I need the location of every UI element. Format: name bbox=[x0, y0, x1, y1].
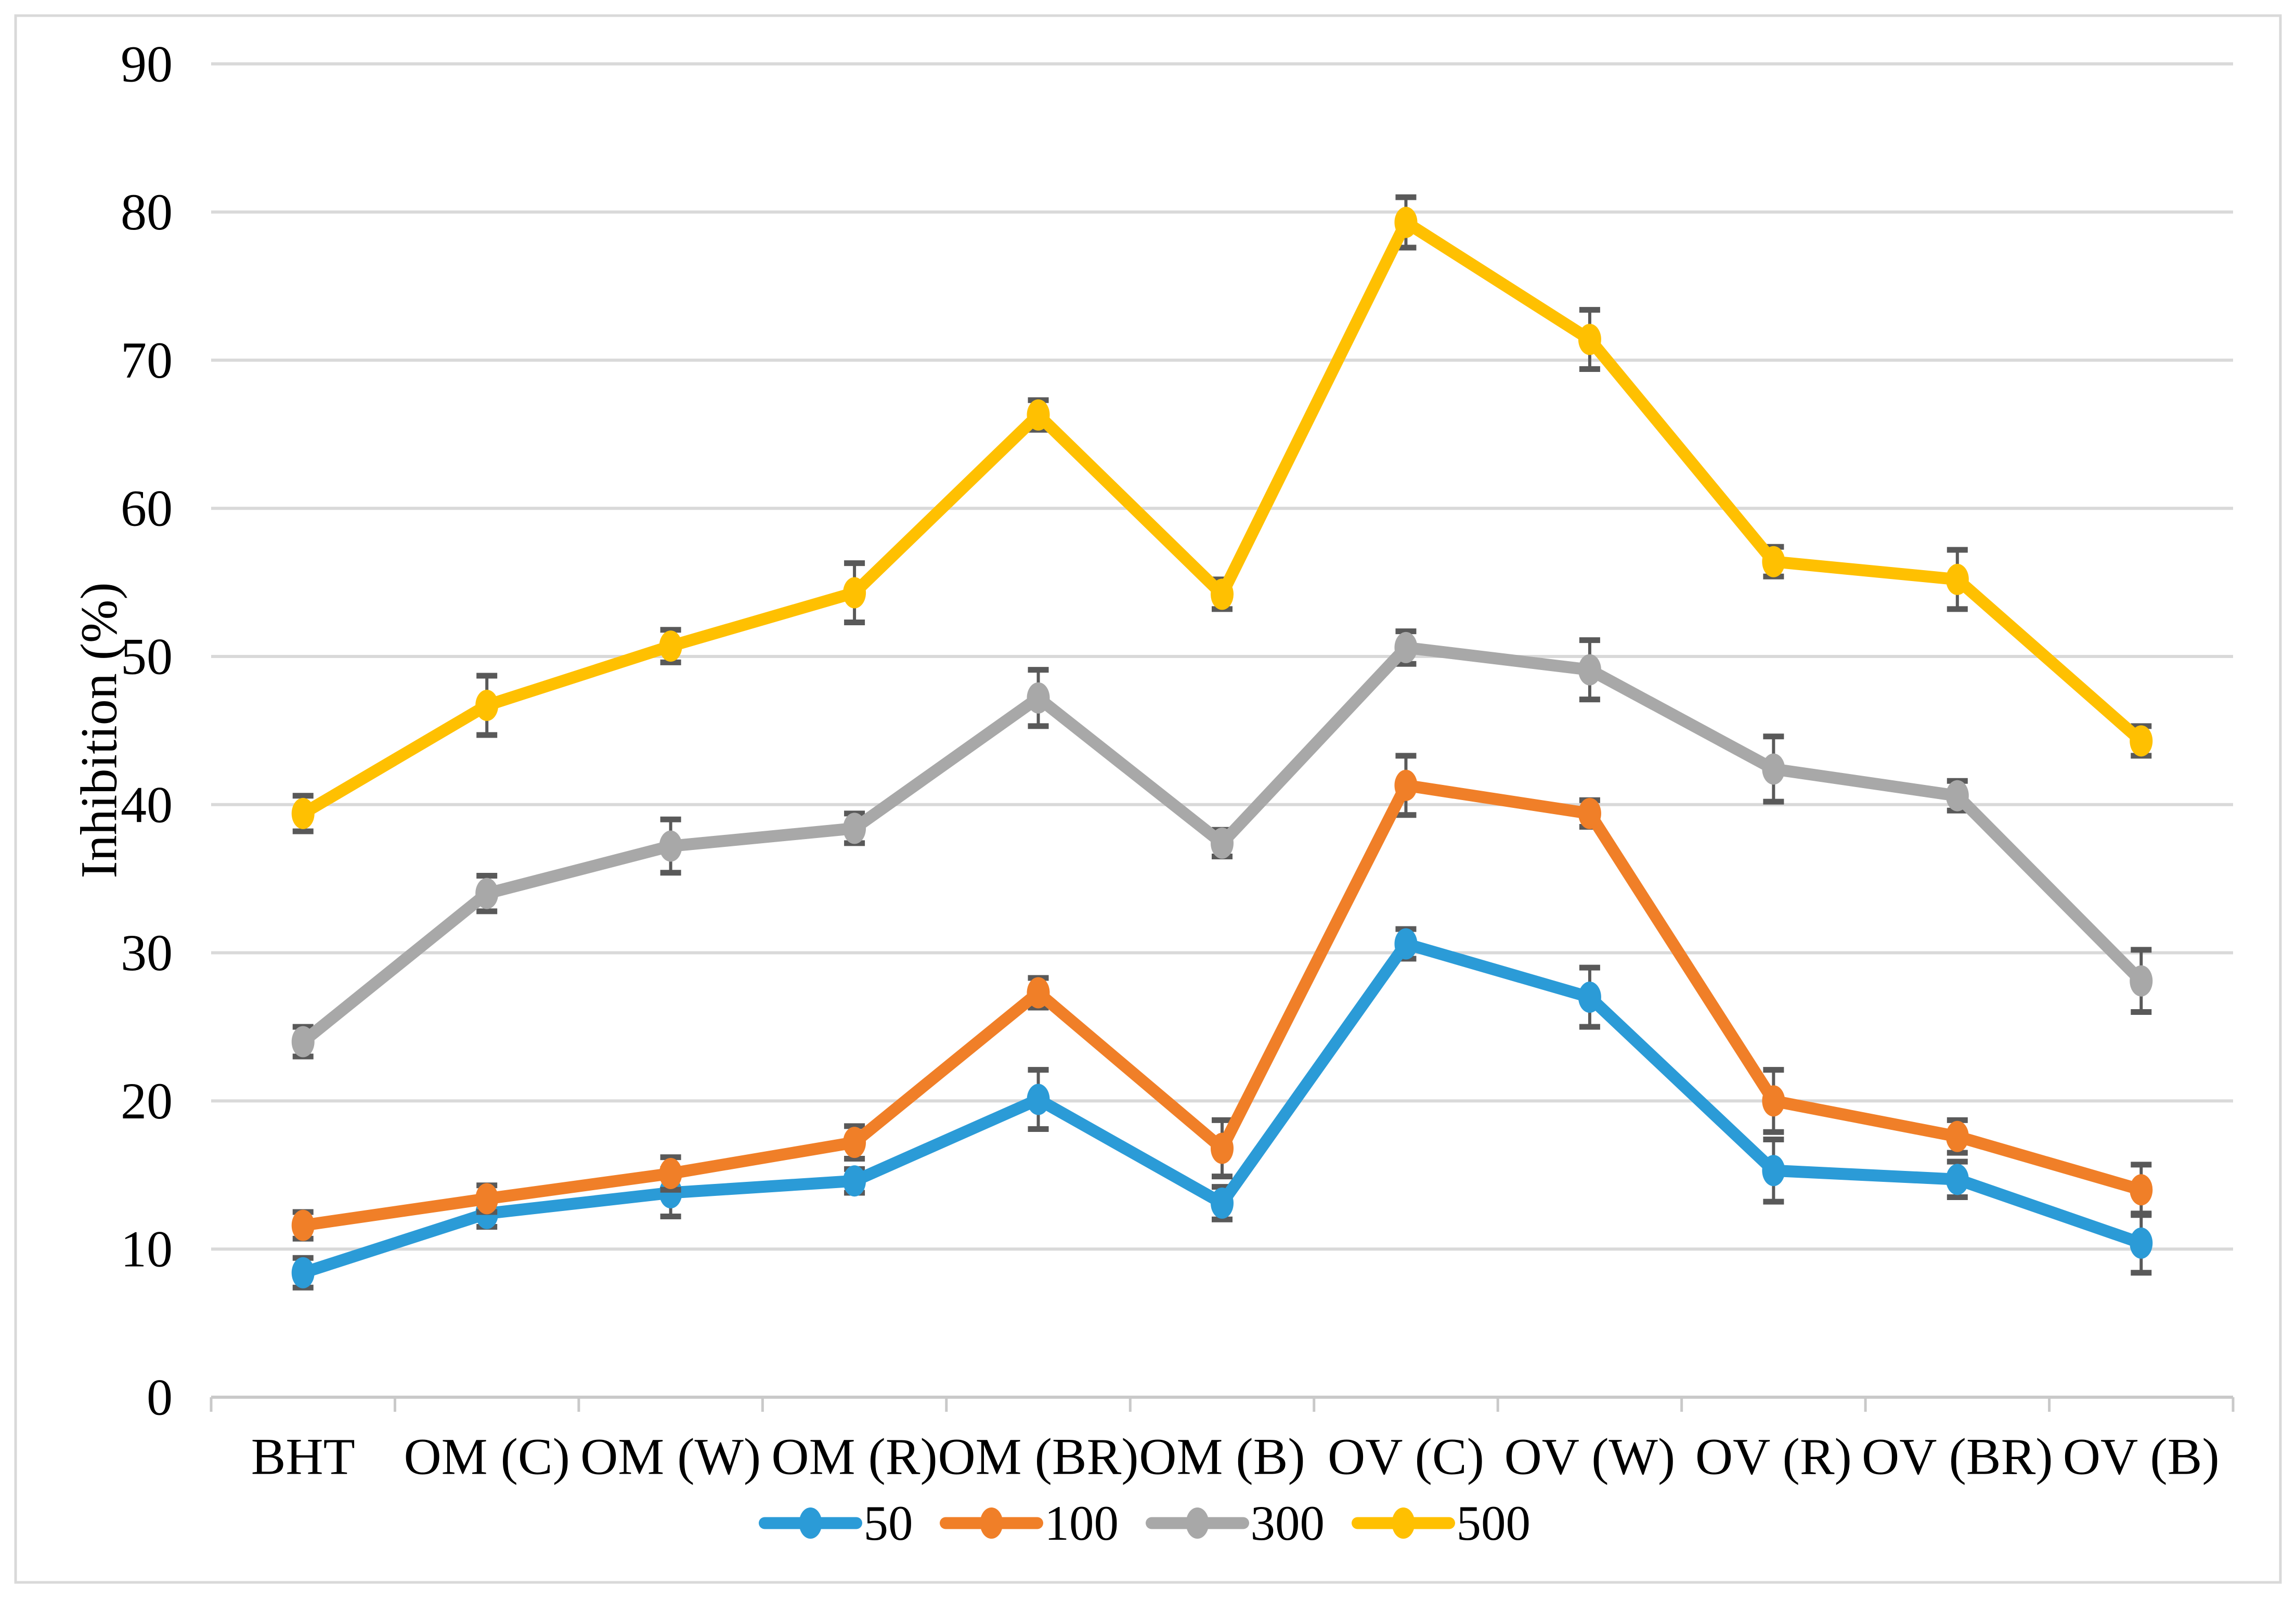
series-100-marker bbox=[659, 1157, 682, 1189]
series-50-marker bbox=[2130, 1227, 2153, 1259]
series-50-marker bbox=[291, 1257, 315, 1288]
series-300-marker bbox=[1394, 632, 1418, 663]
y-tick-label: 30 bbox=[121, 924, 173, 982]
x-axis-label: OM (BR) bbox=[938, 1428, 1138, 1486]
series-300-marker bbox=[843, 813, 866, 844]
series-100 bbox=[291, 753, 2153, 1242]
y-tick-label: 50 bbox=[121, 628, 173, 686]
series-100-marker bbox=[1211, 1132, 1234, 1164]
series-500-marker bbox=[843, 577, 866, 609]
figure-border bbox=[14, 14, 2282, 1584]
gridline-layer bbox=[211, 62, 2233, 1251]
y-tick-label: 60 bbox=[121, 480, 173, 537]
y-tick-label: 20 bbox=[121, 1072, 173, 1130]
legend-item-500: 500 bbox=[1352, 1496, 1531, 1551]
y-tick-label: 10 bbox=[121, 1220, 173, 1278]
series-100-marker bbox=[1762, 1085, 1785, 1117]
x-axis-label: OV (B) bbox=[2063, 1428, 2220, 1486]
series-100-marker bbox=[1394, 769, 1418, 801]
series-300-marker bbox=[1945, 780, 1969, 811]
legend-label: 300 bbox=[1251, 1496, 1325, 1551]
legend-item-100: 100 bbox=[940, 1496, 1119, 1551]
x-axis-label: OV (BR) bbox=[1862, 1428, 2053, 1486]
legend-marker bbox=[799, 1507, 822, 1539]
series-50-marker bbox=[1394, 928, 1418, 960]
x-axis-label: OV (C) bbox=[1328, 1428, 1484, 1486]
series-500-marker bbox=[1762, 546, 1785, 577]
series-50-marker bbox=[1027, 1084, 1050, 1115]
series-100-marker bbox=[843, 1127, 866, 1158]
y-tick-label: 80 bbox=[121, 183, 173, 241]
legend-label: 500 bbox=[1457, 1496, 1531, 1551]
legend-item-50: 50 bbox=[759, 1496, 913, 1551]
x-axis-label: OM (B) bbox=[1139, 1428, 1305, 1486]
series-50-marker bbox=[1945, 1164, 1969, 1195]
series-300-marker bbox=[1762, 753, 1785, 785]
series-100-marker bbox=[291, 1209, 315, 1241]
x-axis-label: BHT bbox=[251, 1428, 355, 1486]
series-50-marker bbox=[843, 1165, 866, 1197]
series-layer bbox=[291, 194, 2153, 1291]
series-500-marker bbox=[659, 630, 682, 662]
series-500-marker bbox=[475, 689, 499, 721]
series-50 bbox=[291, 926, 2153, 1291]
series-500 bbox=[291, 194, 2153, 834]
legend-marker bbox=[1392, 1507, 1415, 1539]
series-100-marker bbox=[1945, 1120, 1969, 1152]
series-300 bbox=[291, 628, 2153, 1060]
legend-marker bbox=[980, 1507, 1003, 1539]
series-100-marker bbox=[1027, 977, 1050, 1009]
legend-label: 50 bbox=[864, 1496, 913, 1551]
y-tick-label: 40 bbox=[121, 776, 173, 833]
x-axis-label: OV (R) bbox=[1695, 1428, 1852, 1486]
series-300-marker bbox=[1027, 682, 1050, 714]
figure-border-layer bbox=[14, 14, 2282, 1584]
series-300-marker bbox=[1578, 654, 1601, 686]
legend-marker bbox=[1186, 1507, 1209, 1539]
series-500-marker bbox=[1394, 207, 1418, 238]
series-300-marker bbox=[2130, 965, 2153, 997]
series-100-marker bbox=[2130, 1174, 2153, 1206]
series-500-marker bbox=[1211, 578, 1234, 610]
series-100-marker bbox=[1578, 797, 1601, 829]
series-50-marker bbox=[1211, 1187, 1234, 1219]
x-axis-label: OM (R) bbox=[771, 1428, 937, 1486]
series-500-marker bbox=[1027, 399, 1050, 431]
legend-item-300: 300 bbox=[1146, 1496, 1325, 1551]
series-500-marker bbox=[291, 797, 315, 829]
x-axis-label: OM (C) bbox=[404, 1428, 569, 1486]
y-tick-label: 90 bbox=[121, 35, 173, 93]
series-300-marker bbox=[659, 830, 682, 862]
x-axis-label: OV (W) bbox=[1504, 1428, 1676, 1486]
series-300-marker bbox=[291, 1026, 315, 1058]
series-50-marker bbox=[1578, 982, 1601, 1013]
legend: 50 100 300 500 bbox=[759, 1496, 1531, 1551]
axis-layer: 0 10 20 30 40 50 60 70 80 90 BHT OM (C) OM (W) OM (R)… bbox=[70, 35, 2235, 1486]
series-300-marker bbox=[1211, 827, 1234, 859]
series-300-marker bbox=[475, 878, 499, 909]
y-tick-label: 70 bbox=[121, 331, 173, 389]
series-500-marker bbox=[1945, 563, 1969, 595]
x-axis-label: OM (W) bbox=[580, 1428, 761, 1486]
series-50-marker bbox=[1762, 1155, 1785, 1187]
series-500-marker bbox=[2130, 725, 2153, 757]
y-axis-title: Inhibition (%) bbox=[70, 582, 128, 878]
series-500-marker bbox=[1578, 324, 1601, 355]
legend-label: 100 bbox=[1045, 1496, 1119, 1551]
series-100-marker bbox=[475, 1183, 499, 1215]
y-tick-label: 0 bbox=[147, 1369, 173, 1426]
